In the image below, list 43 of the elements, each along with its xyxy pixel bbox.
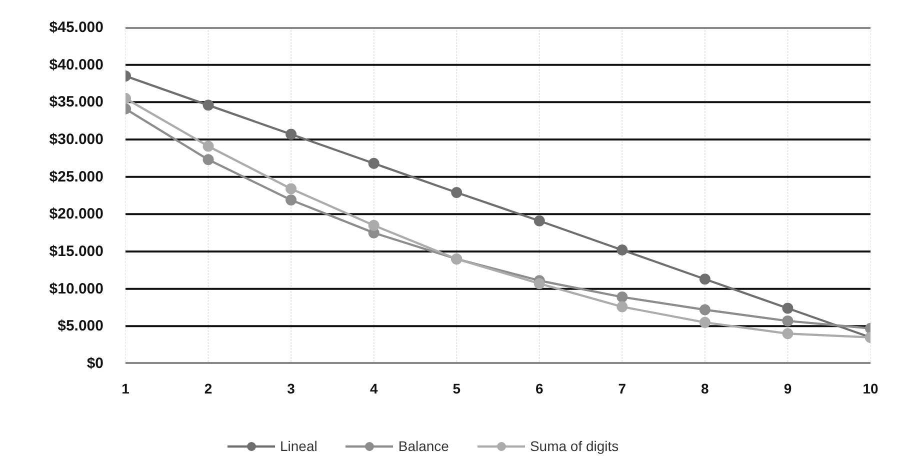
point xyxy=(202,140,214,152)
point xyxy=(782,315,794,326)
point xyxy=(699,304,710,316)
x-tick-label: 9 xyxy=(784,380,792,396)
point xyxy=(286,183,297,194)
x-tick-label: 7 xyxy=(618,380,626,396)
point xyxy=(782,302,794,314)
x-tick-label: 2 xyxy=(204,380,212,396)
point xyxy=(616,301,628,312)
point xyxy=(616,292,628,303)
x-tick-label: 6 xyxy=(535,380,544,396)
x-tick-label: 5 xyxy=(452,380,461,396)
legend-label: Balance xyxy=(398,438,449,454)
y-tick-label: $20.000 xyxy=(49,206,104,223)
y-tick-label: $45.000 xyxy=(49,19,104,36)
point xyxy=(286,128,297,140)
point xyxy=(368,158,380,169)
y-tick-label: $25.000 xyxy=(49,168,104,186)
point xyxy=(534,215,545,226)
y-tick-label: $40.000 xyxy=(49,56,104,74)
point xyxy=(782,328,794,340)
point xyxy=(202,100,214,111)
y-tick-label: $30.000 xyxy=(49,131,104,148)
point xyxy=(616,244,628,256)
point xyxy=(286,194,297,206)
point xyxy=(368,220,380,231)
y-tick-label: $10.000 xyxy=(49,280,104,298)
point xyxy=(451,187,462,198)
x-tick-label: 4 xyxy=(370,380,378,396)
x-tick-label: 1 xyxy=(122,380,130,396)
point xyxy=(699,274,710,285)
y-tick-label: $35.000 xyxy=(49,94,104,111)
y-tick-label: $0 xyxy=(86,355,104,372)
point xyxy=(202,154,214,166)
x-tick-label: 3 xyxy=(287,380,296,396)
y-tick-label: $15.000 xyxy=(49,243,104,260)
x-tick-label: 8 xyxy=(701,380,710,396)
point xyxy=(699,316,710,328)
y-tick-label: $5.000 xyxy=(58,318,104,335)
point xyxy=(534,278,545,290)
x-tick-label: 10 xyxy=(862,380,878,396)
legend-label: Suma of digits xyxy=(530,438,619,454)
legend-label: Lineal xyxy=(280,438,318,454)
